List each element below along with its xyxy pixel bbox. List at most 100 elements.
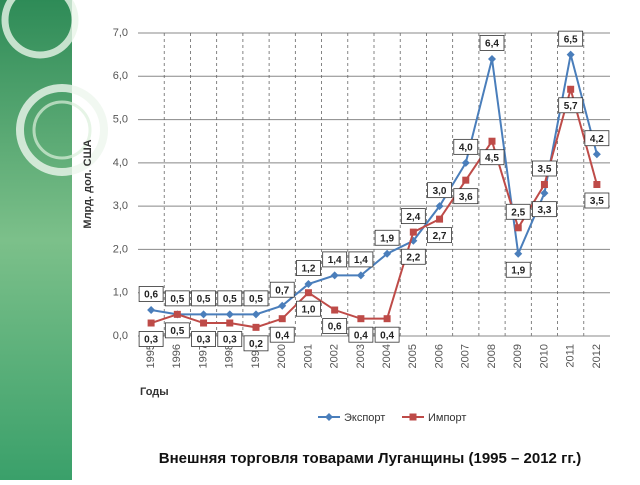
marker [409,228,417,236]
value-label: 4,0 [459,142,473,153]
value-label: 1,2 [301,264,315,275]
chart-title: Внешняя торговля товарами Луганщины (199… [159,450,581,467]
value-label: 1,9 [511,265,525,276]
legend-marker [409,413,417,421]
value-label-box [348,251,374,268]
side-strip [0,0,72,480]
value-label: 0,7 [275,285,289,296]
marker [461,158,470,167]
value-label-box [191,331,216,347]
x-tick-label: 1998 [224,344,236,368]
value-label-box [558,30,584,47]
x-tick-label: 2003 [355,344,367,368]
x-tick-label: 2006 [433,344,445,368]
value-label: 0,6 [144,290,158,301]
value-label-box [453,138,479,155]
x-tick-label: 2000 [276,344,288,368]
value-label: 0,3 [197,335,211,346]
marker [383,315,391,323]
legend-marker [325,413,333,421]
y-tick-label: 1,0 [113,287,128,299]
value-label-box [584,192,610,209]
value-label: 1,4 [328,255,342,266]
decor-circle [16,84,108,176]
value-label: 2,7 [433,231,447,242]
value-label-box [374,326,400,343]
value-label-box [558,97,584,114]
y-tick-label: 2,0 [113,243,128,255]
value-label-box [138,331,164,347]
marker [199,310,208,319]
marker [592,150,601,159]
value-label: 0,2 [249,339,263,350]
value-label: 1,9 [380,233,394,244]
value-label-box [400,208,426,225]
value-label-box [217,331,243,347]
legend-label: Импорт [428,412,466,424]
y-tick-label: 3,0 [113,200,128,212]
marker [383,249,392,258]
marker [435,202,444,211]
marker [304,289,312,297]
value-label-box [505,261,531,278]
value-label: 0,5 [223,294,237,305]
x-tick-label: 2011 [565,344,577,368]
decor-circle [32,100,92,160]
value-label-box [243,335,269,352]
marker [488,54,496,63]
value-label-box [217,290,243,307]
value-label: 4,5 [485,153,499,164]
series-line [150,85,598,329]
value-label: 2,4 [406,212,420,223]
y-tick-label: 5,0 [113,113,128,125]
marker [540,181,548,188]
value-label: 0,5 [170,326,184,337]
value-label: 0,4 [354,330,368,341]
value-label-box [427,182,452,199]
marker [304,280,313,289]
value-label: 1,0 [301,304,315,315]
marker [567,85,575,93]
value-label: 0,6 [328,322,342,333]
value-label-box [269,281,295,298]
marker [278,301,287,310]
marker [200,319,208,327]
marker [331,306,339,314]
marker [436,215,444,223]
marker [357,315,365,323]
value-label: 3,6 [459,192,473,203]
value-label-box [296,300,321,317]
value-label: 6,5 [564,34,578,45]
marker [147,319,155,327]
value-label-box [584,130,610,147]
x-tick-label: 2007 [460,344,472,368]
value-label-box [164,290,190,307]
value-label-box [191,290,216,307]
x-tick-label: 2012 [591,344,603,368]
marker [566,50,575,59]
value-label: 3,3 [537,205,551,216]
value-label-box [479,149,505,166]
marker [226,319,234,327]
value-label: 0,4 [275,330,289,341]
x-tick-label: 2005 [407,344,419,368]
value-label-box [479,35,505,51]
value-label-box [400,248,426,265]
value-label: 0,4 [380,330,394,341]
marker [593,181,601,188]
y-tick-label: 7,0 [113,27,128,39]
value-label-box [322,251,348,268]
value-label-box [164,322,190,339]
value-label: 0,5 [249,294,263,305]
x-tick-label: 1996 [171,344,183,368]
marker [147,306,156,315]
series-line [150,54,598,316]
value-label: 0,5 [170,294,184,305]
value-label: 3,5 [590,196,604,207]
value-label-box [427,227,452,244]
value-label-box [138,286,164,302]
y-tick-label: 0,0 [113,330,128,342]
value-label: 3,5 [537,164,551,175]
x-tick-label: 2001 [302,344,314,368]
